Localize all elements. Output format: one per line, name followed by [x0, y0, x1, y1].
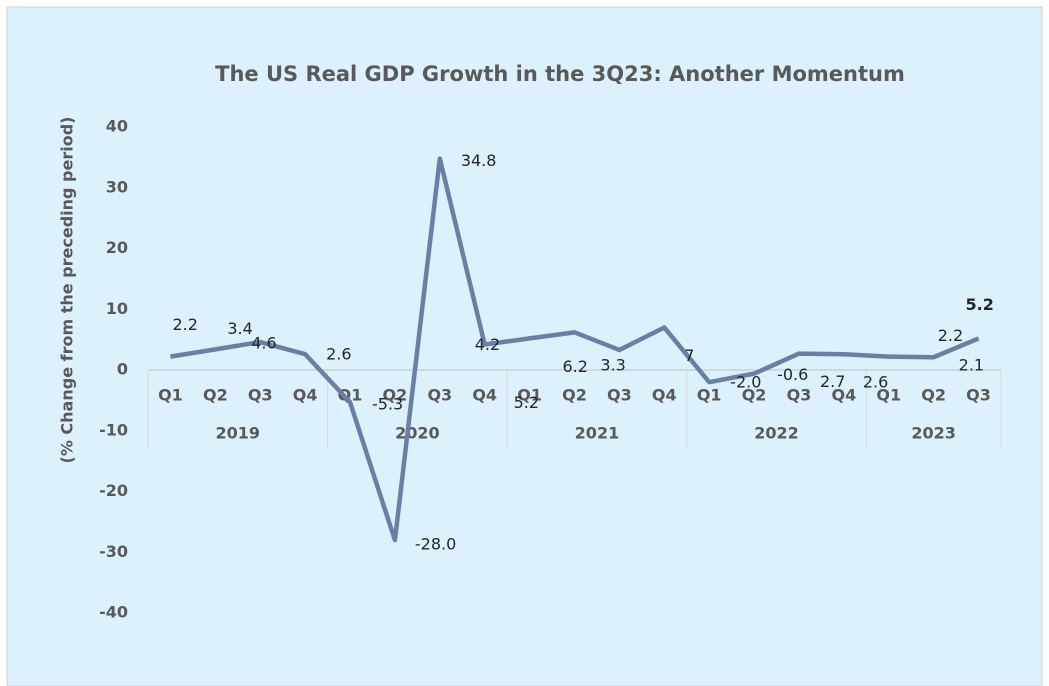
- data-label: 3.3: [600, 355, 625, 374]
- x-tick-label: Q3: [787, 386, 812, 405]
- chart-title: The US Real GDP Growth in the 3Q23: Anot…: [215, 62, 905, 86]
- x-tick-label: Q1: [338, 386, 363, 405]
- x-group-label: 2023: [911, 424, 956, 443]
- y-tick-label: -10: [99, 420, 128, 439]
- y-tick-label: 40: [106, 117, 128, 136]
- data-label: 5.2: [966, 295, 994, 314]
- data-label: 2.7: [820, 372, 845, 391]
- x-tick-label: Q2: [742, 386, 767, 405]
- y-tick-label: -30: [99, 542, 128, 561]
- x-tick-label: Q3: [607, 386, 632, 405]
- x-group-label: 2021: [575, 424, 620, 443]
- x-tick-label: Q4: [472, 386, 497, 405]
- x-tick-label: Q3: [427, 386, 452, 405]
- x-group-label: 2020: [395, 424, 440, 443]
- y-tick-label: 20: [106, 238, 128, 257]
- x-tick-label: Q3: [966, 386, 991, 405]
- x-tick-label: Q2: [203, 386, 228, 405]
- y-tick-label: -40: [99, 603, 128, 622]
- x-tick-label: Q3: [248, 386, 273, 405]
- x-tick-label: Q2: [383, 386, 408, 405]
- y-tick-label: 0: [117, 360, 128, 379]
- y-tick-label: -20: [99, 481, 128, 500]
- data-label: 2.1: [959, 356, 984, 375]
- data-label: 2.6: [326, 345, 351, 364]
- data-label: -2.0: [730, 373, 761, 392]
- chart-background: [6, 6, 1043, 686]
- x-tick-label: Q2: [921, 386, 946, 405]
- data-label: 4.2: [475, 335, 500, 354]
- data-label: 7: [684, 346, 694, 365]
- x-group-label: 2019: [216, 424, 261, 443]
- data-label: 2.2: [938, 326, 963, 345]
- data-label: 6.2: [563, 357, 588, 376]
- data-label: 2.6: [863, 373, 888, 392]
- data-label: 3.4: [227, 319, 252, 338]
- x-tick-label: Q1: [876, 386, 901, 405]
- y-tick-label: 30: [106, 177, 128, 196]
- data-label: 4.6: [251, 334, 276, 353]
- data-label: 5.2: [514, 393, 539, 412]
- data-label: -5.3: [372, 395, 403, 414]
- y-tick-label: 10: [106, 299, 128, 318]
- data-line: [170, 156, 980, 543]
- data-label: 2.2: [172, 315, 197, 334]
- x-tick-label: Q2: [562, 386, 587, 405]
- x-tick-label: Q1: [517, 386, 542, 405]
- x-tick-label: Q1: [697, 386, 722, 405]
- x-tick-label: Q1: [158, 386, 183, 405]
- x-tick-label: Q4: [832, 386, 857, 405]
- data-label: -0.6: [777, 365, 808, 384]
- x-tick-label: Q4: [652, 386, 677, 405]
- data-label: 34.8: [461, 151, 497, 170]
- data-label: -28.0: [415, 535, 456, 554]
- x-group-label: 2022: [754, 424, 799, 443]
- y-axis-label: (% Change from the preceding period): [58, 117, 77, 464]
- x-tick-label: Q4: [293, 386, 318, 405]
